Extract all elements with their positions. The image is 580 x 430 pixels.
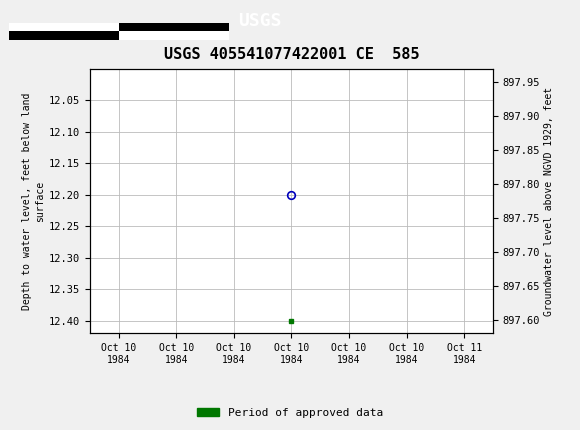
Text: USGS: USGS (238, 12, 281, 31)
Bar (119, 23, 229, 31)
Y-axis label: Groundwater level above NGVD 1929, feet: Groundwater level above NGVD 1929, feet (545, 86, 554, 316)
Bar (119, 31, 229, 40)
Title: USGS 405541077422001 CE  585: USGS 405541077422001 CE 585 (164, 47, 419, 62)
Legend: Period of approved data: Period of approved data (193, 403, 387, 422)
Bar (9, 31, 119, 40)
Y-axis label: Depth to water level, feet below land
surface: Depth to water level, feet below land su… (21, 92, 45, 310)
Bar (9, 23, 119, 31)
